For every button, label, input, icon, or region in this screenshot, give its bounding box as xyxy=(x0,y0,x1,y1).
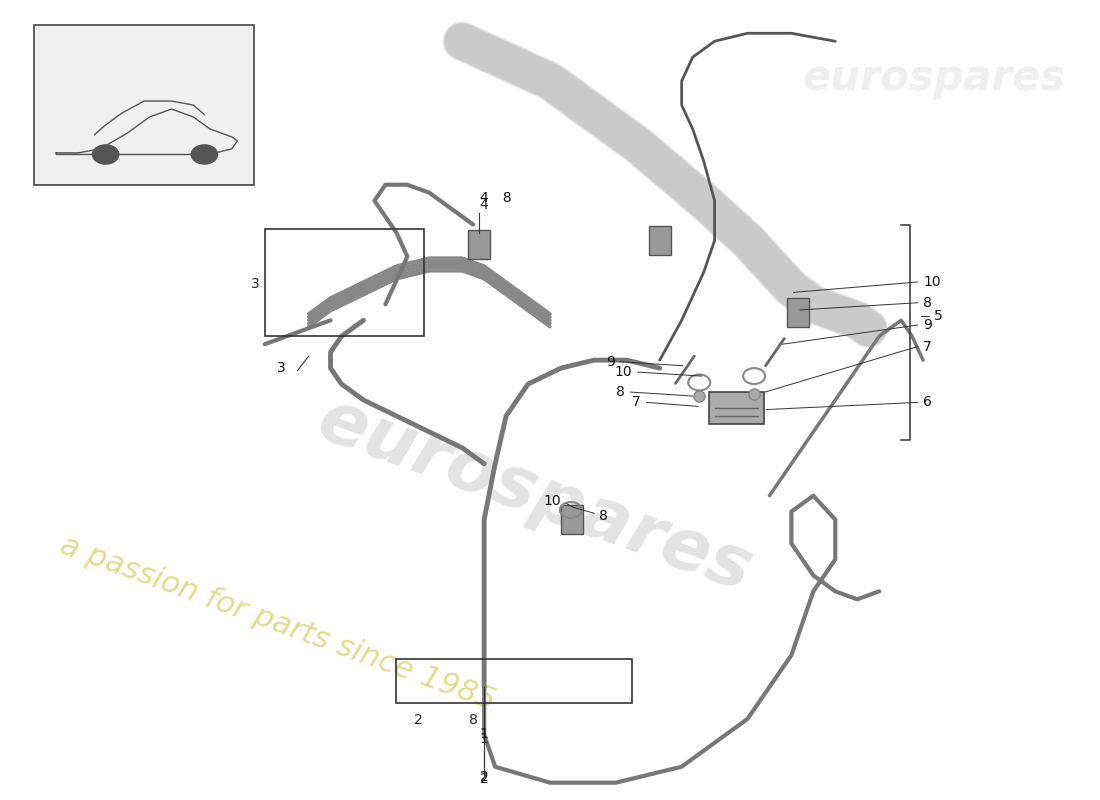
Bar xyxy=(396,659,632,703)
Bar xyxy=(649,226,671,255)
Text: 2: 2 xyxy=(480,770,488,784)
Text: 4: 4 xyxy=(480,191,488,206)
Text: 5: 5 xyxy=(934,310,943,323)
Text: 9: 9 xyxy=(923,318,932,332)
Circle shape xyxy=(191,145,218,164)
Bar xyxy=(786,298,808,326)
Bar xyxy=(710,392,764,424)
Text: eurospares: eurospares xyxy=(803,57,1066,99)
Text: eurospares: eurospares xyxy=(309,385,761,606)
Text: 8: 8 xyxy=(469,713,477,726)
Bar xyxy=(34,26,254,185)
Text: 10: 10 xyxy=(615,365,632,379)
Text: 1: 1 xyxy=(480,732,488,746)
Text: 1: 1 xyxy=(480,727,488,741)
Text: 10: 10 xyxy=(543,494,561,508)
Text: 4: 4 xyxy=(480,198,488,212)
Text: 3: 3 xyxy=(251,278,260,291)
Text: 8: 8 xyxy=(600,509,608,522)
Text: 2: 2 xyxy=(480,772,488,786)
Text: 6: 6 xyxy=(923,395,932,410)
Text: 2: 2 xyxy=(414,713,422,726)
Bar xyxy=(265,229,424,336)
Bar xyxy=(468,230,490,259)
Text: 7: 7 xyxy=(923,339,932,354)
Text: 9: 9 xyxy=(606,354,615,369)
Circle shape xyxy=(92,145,119,164)
Text: a passion for parts since 1985: a passion for parts since 1985 xyxy=(56,530,499,716)
Text: 3: 3 xyxy=(277,361,286,375)
Text: 7: 7 xyxy=(632,395,641,410)
Text: 8: 8 xyxy=(923,296,932,310)
Text: 10: 10 xyxy=(923,275,940,289)
Bar xyxy=(561,506,583,534)
Text: 8: 8 xyxy=(494,191,512,206)
Text: 8: 8 xyxy=(616,385,625,399)
